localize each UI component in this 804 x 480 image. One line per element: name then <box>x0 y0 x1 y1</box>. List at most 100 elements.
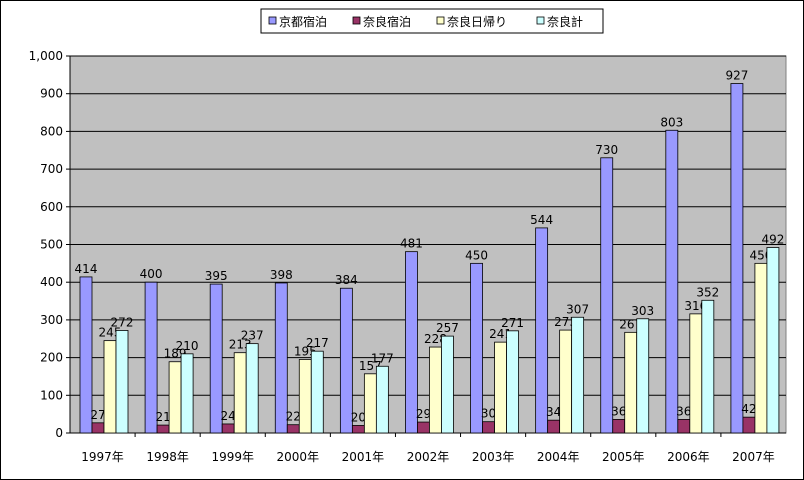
bar <box>535 227 549 434</box>
bar <box>677 419 691 434</box>
y-tick-label: 0 <box>55 426 63 440</box>
bar <box>221 423 235 434</box>
legend-swatch <box>352 16 361 25</box>
bar <box>91 422 105 434</box>
x-tick-label: 2004年 <box>537 450 580 464</box>
y-tick-label: 1,000 <box>29 49 63 63</box>
y-tick-label: 200 <box>40 351 63 365</box>
y-tick-label: 500 <box>40 238 63 252</box>
data-label: 272 <box>111 315 134 329</box>
bar <box>286 424 300 434</box>
data-label: 217 <box>306 336 329 350</box>
bar <box>274 282 288 434</box>
bar <box>766 247 780 434</box>
x-tick-label: 2000年 <box>277 450 320 464</box>
x-tick-label: 1998年 <box>146 450 189 464</box>
data-label: 20 <box>351 410 366 424</box>
data-label: 803 <box>660 115 683 129</box>
data-label: 257 <box>436 321 459 335</box>
legend-swatch <box>536 16 545 25</box>
bar <box>701 299 715 434</box>
data-label: 237 <box>241 329 264 343</box>
y-tick-label: 900 <box>40 87 63 101</box>
bar <box>79 276 93 434</box>
x-tick-label: 2003年 <box>472 450 515 464</box>
data-label: 29 <box>416 407 431 421</box>
data-label: 481 <box>400 237 423 251</box>
x-tick-label: 1999年 <box>211 450 254 464</box>
data-label: 492 <box>761 233 784 247</box>
legend-box <box>260 8 604 34</box>
data-label: 36 <box>676 404 691 418</box>
x-tick-label: 2007年 <box>732 450 775 464</box>
bar <box>351 425 365 434</box>
y-tick-label: 800 <box>40 124 63 138</box>
data-label: 384 <box>335 273 358 287</box>
bar <box>571 316 585 434</box>
data-label: 398 <box>270 268 293 282</box>
data-label: 210 <box>176 339 199 353</box>
legend-label: 京都宿泊 <box>279 14 327 29</box>
data-label: 395 <box>205 269 228 283</box>
x-tick-label: 2001年 <box>342 450 385 464</box>
data-label: 21 <box>155 410 170 424</box>
bar <box>405 251 418 434</box>
y-tick-label: 700 <box>40 162 63 176</box>
bar <box>363 373 377 434</box>
bar <box>180 353 194 434</box>
legend-label: 奈良日帰り <box>447 14 507 29</box>
plot-area: 01002003004005006007008009001,0004142724… <box>29 49 787 464</box>
data-label: 177 <box>371 351 394 365</box>
bar <box>209 283 223 434</box>
bar <box>103 340 117 434</box>
bar <box>339 287 353 434</box>
bar <box>233 352 247 434</box>
legend-swatch <box>268 16 277 25</box>
data-label: 271 <box>501 316 524 330</box>
data-label: 22 <box>286 410 301 424</box>
bar <box>429 346 442 434</box>
data-label: 42 <box>741 402 756 416</box>
data-label: 27 <box>90 408 105 422</box>
x-tick-label: 2006年 <box>667 450 710 464</box>
bar <box>506 330 519 434</box>
data-label: 400 <box>140 267 163 281</box>
data-label: 730 <box>595 143 618 157</box>
bar <box>624 331 638 434</box>
y-tick-label: 400 <box>40 275 63 289</box>
bar <box>115 330 129 434</box>
data-label: 303 <box>631 304 654 318</box>
bar <box>482 421 495 434</box>
bar <box>441 335 454 434</box>
y-tick-label: 600 <box>40 200 63 214</box>
bar <box>298 359 312 434</box>
bar <box>600 157 614 434</box>
legend-label: 奈良計 <box>547 14 583 29</box>
bar <box>470 262 483 434</box>
legend: 京都宿泊 奈良宿泊 奈良日帰り 奈良計 <box>260 8 604 34</box>
bar <box>144 281 158 434</box>
x-tick-label: 2002年 <box>407 450 450 464</box>
bar <box>612 419 626 434</box>
data-label: 544 <box>530 213 553 227</box>
x-tick-label: 2005年 <box>602 450 645 464</box>
bar <box>547 419 561 434</box>
bar <box>742 416 756 434</box>
data-label: 24 <box>221 409 236 423</box>
data-label: 36 <box>611 404 626 418</box>
bar <box>310 350 324 434</box>
bar <box>417 421 430 434</box>
bar <box>730 83 744 434</box>
bar <box>559 329 573 434</box>
bar <box>375 365 389 434</box>
bar <box>754 262 768 434</box>
data-label: 414 <box>75 262 98 276</box>
bar <box>156 424 170 434</box>
data-label: 34 <box>546 405 561 419</box>
bar <box>665 129 679 434</box>
legend-swatch <box>436 16 445 25</box>
legend-label: 奈良宿泊 <box>363 14 411 29</box>
x-tick-label: 1997年 <box>81 450 124 464</box>
